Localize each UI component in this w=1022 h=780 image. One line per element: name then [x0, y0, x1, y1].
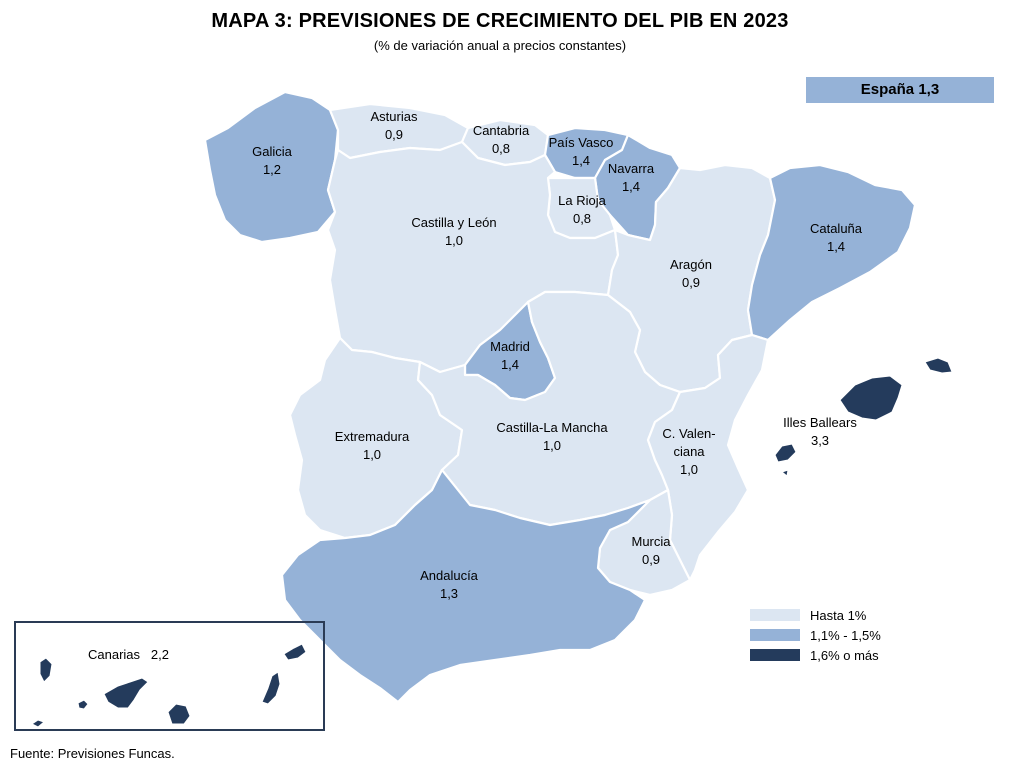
island-fuerteventura[interactable]: [261, 671, 281, 705]
label-extremadura: Extremadura 1,0: [335, 428, 409, 464]
label-andalucia: Andalucía 1,3: [420, 567, 478, 603]
label-asturias: Asturias 0,9: [371, 108, 418, 144]
label-andalucia-value: 1,3: [439, 586, 459, 601]
label-castilla-leon-value: 1,0: [444, 233, 464, 248]
label-pais-vasco-value: 1,4: [571, 153, 591, 168]
label-cantabria: Cantabria 0,8: [473, 122, 529, 158]
label-galicia-name: Galicia: [252, 144, 292, 159]
label-asturias-value: 0,9: [384, 127, 404, 142]
label-aragon: Aragón 0,9: [670, 256, 712, 292]
label-cantabria-name: Cantabria: [472, 123, 530, 138]
label-castilla-la-mancha-name: Castilla-La Mancha: [496, 420, 608, 435]
label-valenciana-name-2: ciana: [673, 444, 705, 459]
label-cantabria-value: 0,8: [491, 141, 511, 156]
label-castilla-leon: Castilla y León 1,0: [411, 214, 496, 250]
island-tenerife[interactable]: [103, 677, 149, 709]
label-castilla-la-mancha: Castilla-La Mancha 1,0: [496, 419, 607, 455]
label-la-rioja-name: La Rioja: [558, 193, 606, 208]
label-cataluna-value: 1,4: [826, 239, 846, 254]
label-galicia: Galicia 1,2: [252, 143, 292, 179]
label-pais-vasco-name: País Vasco: [548, 135, 614, 150]
region-andalucia[interactable]: [280, 468, 652, 704]
legend-item-high: 1,6% o más: [750, 645, 881, 665]
label-castilla-la-mancha-value: 1,0: [542, 438, 562, 453]
label-extremadura-value: 1,0: [362, 447, 382, 462]
label-la-rioja-value: 0,8: [572, 211, 592, 226]
map-title: MAPA 3: PREVISIONES DE CRECIMIENTO DEL P…: [211, 10, 789, 32]
island-ibiza[interactable]: [774, 443, 797, 463]
label-castilla-leon-name: Castilla y León: [411, 215, 497, 230]
label-navarra-name: Navarra: [607, 161, 655, 176]
legend-label-mid: 1,1% - 1,5%: [810, 627, 881, 643]
label-valenciana-value: 1,0: [679, 462, 699, 477]
label-murcia: Murcia 0,9: [631, 533, 670, 569]
label-baleares: Illes Ballears 3,3: [783, 414, 857, 450]
label-madrid-name: Madrid: [490, 339, 530, 354]
island-mallorca[interactable]: [839, 375, 903, 421]
legend-swatch-mid: [750, 629, 800, 641]
label-baleares-value: 3,3: [810, 433, 830, 448]
label-la-rioja: La Rioja 0,8: [558, 192, 606, 228]
label-murcia-name: Murcia: [631, 534, 671, 549]
spain-total-badge: España 1,3: [806, 77, 994, 103]
source-note: Fuente: Previsiones Funcas.: [10, 746, 175, 761]
label-asturias-name: Asturias: [370, 109, 418, 124]
island-menorca[interactable]: [924, 357, 953, 374]
region-cataluna[interactable]: [746, 163, 917, 342]
canarias-label: Canarias 2,2: [88, 647, 169, 662]
legend-swatch-low: [750, 609, 800, 621]
island-el-hierro[interactable]: [31, 719, 45, 728]
legend: Hasta 1% 1,1% - 1,5% 1,6% o más: [750, 605, 881, 665]
legend-label-high: 1,6% o más: [810, 647, 879, 663]
label-madrid: Madrid 1,4: [490, 338, 530, 374]
legend-item-mid: 1,1% - 1,5%: [750, 625, 881, 645]
label-valenciana-name-1: C. Valen-: [662, 426, 716, 441]
label-aragon-value: 0,9: [681, 275, 701, 290]
legend-swatch-high: [750, 649, 800, 661]
label-aragon-name: Aragón: [670, 257, 712, 272]
label-pais-vasco: País Vasco 1,4: [549, 134, 614, 170]
label-cataluna-name: Cataluña: [809, 221, 863, 236]
label-madrid-value: 1,4: [500, 357, 520, 372]
label-navarra: Navarra 1,4: [608, 160, 654, 196]
label-baleares-name: Illes Ballears: [783, 415, 857, 430]
label-murcia-value: 0,9: [641, 552, 661, 567]
legend-label-low: Hasta 1%: [810, 607, 867, 623]
label-andalucia-name: Andalucía: [420, 568, 478, 583]
label-extremadura-name: Extremadura: [334, 429, 410, 444]
island-lanzarote[interactable]: [283, 643, 307, 661]
label-cataluna: Cataluña 1,4: [810, 220, 862, 256]
map-subtitle: (% de variación anual a precios constant…: [373, 38, 627, 53]
legend-item-low: Hasta 1%: [750, 605, 881, 625]
label-galicia-value: 1,2: [262, 162, 282, 177]
island-la-gomera[interactable]: [77, 699, 89, 710]
island-gran-canaria[interactable]: [167, 703, 191, 725]
island-la-palma[interactable]: [39, 657, 53, 683]
canarias-inset-frame: [14, 621, 325, 731]
label-valenciana: C. Valen- ciana 1,0: [662, 425, 715, 479]
island-formentera[interactable]: [781, 469, 789, 477]
label-navarra-value: 1,4: [621, 179, 641, 194]
